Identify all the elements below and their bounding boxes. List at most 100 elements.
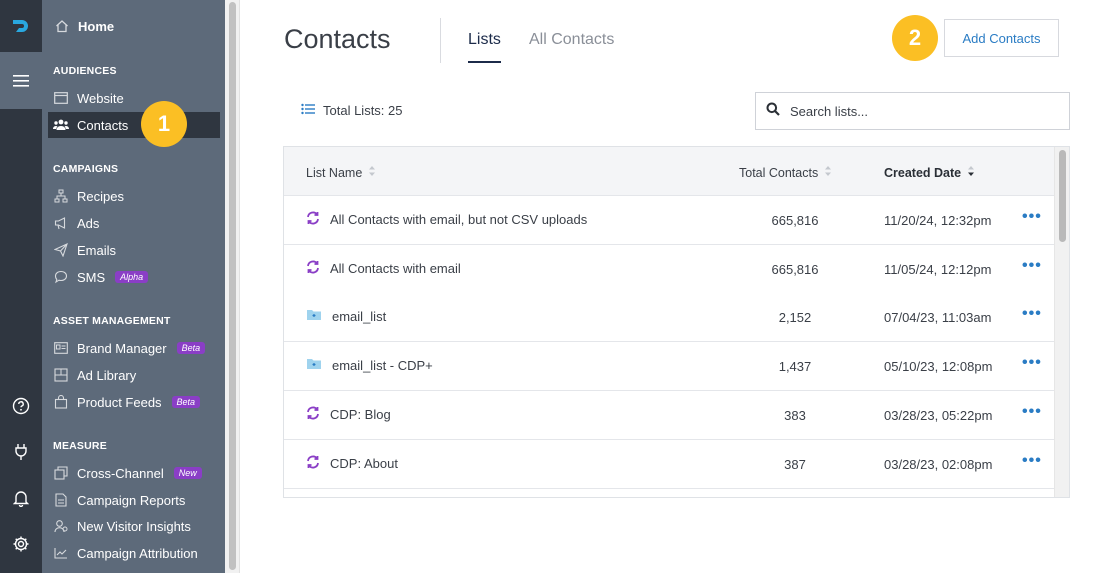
sidebar-item-label: Ads xyxy=(77,215,100,231)
sidebar-item-recipes[interactable]: Recipes xyxy=(48,183,220,209)
sidebar-item-label: Campaign Reports xyxy=(77,492,186,508)
report-icon xyxy=(53,492,69,508)
users-icon xyxy=(53,117,69,133)
sync-icon xyxy=(306,260,320,277)
id-card-icon xyxy=(53,340,69,356)
column-header-total-contacts[interactable]: Total Contacts xyxy=(739,165,832,180)
section-title-campaigns: CAMPAIGNS xyxy=(53,163,119,175)
total-contacts-cell: 387 xyxy=(784,456,806,472)
chat-icon xyxy=(53,269,69,285)
paper-plane-icon xyxy=(53,242,69,258)
list-name-cell[interactable]: email_list - CDP+ xyxy=(306,357,433,373)
header-divider xyxy=(440,18,441,63)
table-row[interactable]: All Contacts with email 665,816 11/05/24, … xyxy=(284,244,1056,294)
sidebar-item-home[interactable]: Home xyxy=(54,18,114,34)
plug-icon[interactable] xyxy=(0,437,42,467)
sidebar-item-ad-library[interactable]: Ad Library xyxy=(48,362,220,388)
column-header-created-date[interactable]: Created Date xyxy=(884,165,975,180)
table-row[interactable]: CDP: Blog 383 03/28/23, 05:22pm ••• xyxy=(284,390,1056,440)
sync-icon xyxy=(306,406,320,423)
search-icon xyxy=(766,102,780,121)
list-icon xyxy=(301,103,315,118)
more-options-icon[interactable]: ••• xyxy=(1022,208,1042,225)
sidebar-item-website[interactable]: Website xyxy=(48,85,220,111)
sidebar-item-campaign-attribution[interactable]: Campaign Attribution xyxy=(48,540,220,566)
list-name: CDP: Blog xyxy=(330,406,391,422)
add-contacts-button[interactable]: Add Contacts xyxy=(944,19,1059,57)
sort-desc-icon xyxy=(967,165,975,180)
column-header-list-name[interactable]: List Name xyxy=(306,165,376,180)
new-badge: New xyxy=(173,467,202,479)
search-box[interactable] xyxy=(755,92,1070,130)
table-row[interactable]: email_list 2,152 07/04/23, 11:03am ••• xyxy=(284,293,1056,343)
list-name-cell[interactable]: CDP: Blog xyxy=(306,406,391,423)
sidebar-item-label: Emails xyxy=(77,242,117,258)
section-title-measure: MEASURE xyxy=(53,440,107,452)
library-icon xyxy=(53,367,69,383)
sidebar-item-label: Brand Manager xyxy=(77,340,167,356)
beta-badge: Beta xyxy=(171,396,201,408)
table-header: List Name Total Contacts Created Date xyxy=(284,147,1056,196)
total-contacts-cell: 2,152 xyxy=(778,310,812,326)
created-date-cell: 05/10/23, 12:08pm xyxy=(884,359,993,375)
list-name-cell[interactable]: email_list xyxy=(306,308,386,324)
sync-icon xyxy=(306,455,320,472)
browser-icon xyxy=(53,90,69,106)
tab-label: Lists xyxy=(468,31,501,48)
column-label: Total Contacts xyxy=(739,165,819,180)
table-row[interactable]: email_list - CDP+ 1,437 05/10/23, 12:08pm •… xyxy=(284,342,1056,392)
lists-table: List Name Total Contacts Created Date Al… xyxy=(283,146,1070,498)
sidebar-item-label: Campaign Attribution xyxy=(77,545,198,561)
table-row[interactable]: All Contacts with email, but not CSV upl… xyxy=(284,196,1056,245)
sidebar-item-label: Cross-Channel xyxy=(77,465,164,481)
total-lists-label: Total Lists: 25 xyxy=(323,103,403,118)
search-input[interactable] xyxy=(790,103,1050,119)
page-title: Contacts xyxy=(284,24,391,54)
total-lists: Total Lists: 25 xyxy=(301,103,403,118)
more-options-icon[interactable]: ••• xyxy=(1022,451,1042,469)
more-options-icon[interactable]: ••• xyxy=(1022,305,1042,323)
gear-icon[interactable] xyxy=(0,529,42,559)
sidebar-item-product-feeds[interactable]: Product Feeds Beta xyxy=(48,389,220,415)
sidebar-scrollbar[interactable] xyxy=(225,0,240,573)
sidebar-item-emails[interactable]: Emails xyxy=(48,237,220,263)
sidebar-item-contacts[interactable]: Contacts xyxy=(48,112,220,138)
list-name-cell[interactable]: All Contacts with email, but not CSV upl… xyxy=(306,211,587,228)
list-name: All Contacts with email, but not CSV upl… xyxy=(330,212,588,227)
tab-label: All Contacts xyxy=(529,31,615,48)
more-options-icon[interactable]: ••• xyxy=(1022,256,1042,274)
sidebar-item-brand-manager[interactable]: Brand Manager Beta xyxy=(48,335,220,361)
sidebar-item-label: Recipes xyxy=(77,188,124,204)
sidebar-item-cross-channel[interactable]: Cross-Channel New xyxy=(48,460,220,486)
list-name-cell[interactable]: All Contacts with email xyxy=(306,260,461,277)
sidebar-item-label: Home xyxy=(78,18,115,34)
hamburger-menu-icon[interactable] xyxy=(0,52,42,109)
callout-badge-2: 2 xyxy=(892,15,938,61)
sidebar-item-campaign-reports[interactable]: Campaign Reports xyxy=(48,487,220,513)
table-scrollbar[interactable] xyxy=(1054,147,1069,497)
sidebar-item-label: SMS xyxy=(77,269,106,285)
beta-badge: Beta xyxy=(176,342,206,354)
scrollbar-thumb[interactable] xyxy=(1059,150,1066,242)
bell-icon[interactable] xyxy=(0,483,42,513)
sidebar-item-ads[interactable]: Ads xyxy=(48,210,220,236)
tab-all-contacts[interactable]: All Contacts xyxy=(529,31,614,49)
column-label: Created Date xyxy=(884,165,962,180)
help-icon[interactable] xyxy=(0,391,42,421)
chart-icon xyxy=(53,545,69,561)
sync-icon xyxy=(306,211,320,228)
table-row[interactable]: CDP: About 387 03/28/23, 02:08pm ••• xyxy=(284,439,1056,489)
scrollbar-thumb[interactable] xyxy=(229,2,236,570)
more-options-icon[interactable]: ••• xyxy=(1022,354,1042,372)
more-options-icon[interactable]: ••• xyxy=(1022,402,1042,420)
alpha-badge: Alpha xyxy=(115,271,149,283)
created-date-cell: 03/28/23, 05:22pm xyxy=(884,407,993,423)
sidebar-item-sms[interactable]: SMS Alpha xyxy=(48,264,220,290)
sidebar-item-new-visitor-insights[interactable]: New Visitor Insights xyxy=(48,513,220,539)
logo-icon[interactable] xyxy=(0,0,42,52)
sidebar-item-label: Website xyxy=(77,90,124,106)
tab-lists[interactable]: Lists xyxy=(468,31,501,63)
list-name-cell[interactable]: CDP: About xyxy=(306,455,398,472)
created-date-cell: 07/04/23, 11:03am xyxy=(884,310,992,326)
folder-icon xyxy=(306,357,322,373)
